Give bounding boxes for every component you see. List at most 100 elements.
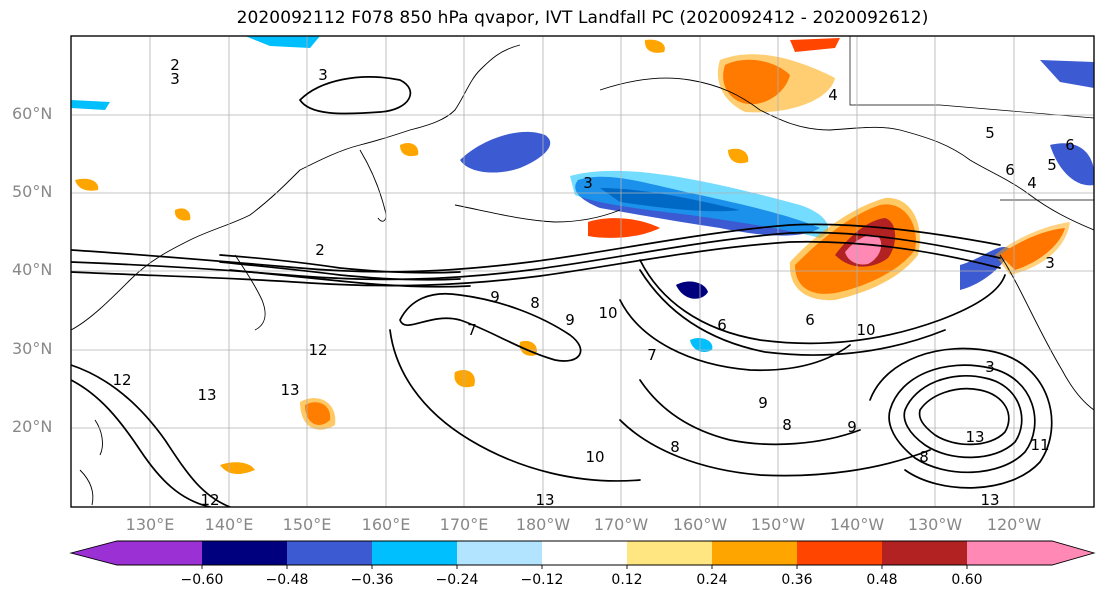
contour-label: 3: [985, 358, 995, 376]
contour-label: 9: [490, 288, 500, 306]
colorbar-tick-label: 0.48: [866, 572, 898, 588]
contour-label: 13: [980, 491, 999, 509]
patch-orange-small3: [454, 369, 475, 388]
contour-label: 7: [467, 321, 477, 339]
patch-cyan-right: [1040, 60, 1094, 88]
contour-label: 8: [782, 416, 792, 434]
colorbar-tick-label: 0.12: [611, 572, 643, 588]
contour-label: 8: [670, 438, 680, 456]
coast-kamchatka: [359, 149, 387, 222]
contour-label: 7: [647, 346, 657, 364]
contour-label: 9: [847, 418, 857, 436]
contour-label: 9: [565, 311, 575, 329]
patch-yellow-midleft: [300, 398, 336, 430]
contour-label: 13: [535, 491, 554, 509]
colorbar-tick-label: 0.60: [951, 572, 983, 588]
contour-label: 5: [1047, 156, 1057, 174]
coast-north-america: [999, 254, 1094, 411]
lon-label: 140°E: [204, 515, 254, 534]
colorbar-bin: [797, 541, 882, 565]
lat-label: 20°N: [12, 417, 53, 436]
contour-label: 10: [585, 448, 604, 466]
contour-label: 13: [965, 428, 984, 446]
contour-label: 6: [1005, 161, 1015, 179]
contour-label: 3: [583, 174, 593, 192]
contour-label: 8: [919, 448, 929, 466]
contour-label: 3: [170, 70, 180, 88]
lon-label: 130°W: [907, 515, 963, 534]
colorbar-bin: [202, 541, 287, 565]
patch-pink-big: [845, 234, 882, 265]
contour-label: 2: [315, 241, 325, 259]
contour-label: 12: [308, 341, 327, 359]
contour-label: 8: [530, 294, 540, 312]
contour-label: 13: [280, 381, 299, 399]
contour-label: 6: [717, 316, 727, 334]
ivt-contours: [71, 76, 1053, 507]
coast-alaska: [599, 77, 1094, 231]
patch-orange-topright: [790, 38, 840, 52]
lon-label: 130°E: [125, 515, 175, 534]
colorbar-tick-label: 0.24: [696, 572, 728, 588]
colorbar-bin: [627, 541, 712, 565]
contour-label: 10: [856, 321, 875, 339]
patch-blue-right: [1050, 143, 1094, 186]
colorbar-bin: [457, 541, 542, 565]
contour-label: 4: [828, 86, 838, 104]
contour-label: 6: [1065, 136, 1075, 154]
patch-orange-left: [75, 178, 99, 191]
lat-label: 50°N: [12, 182, 53, 201]
colorbar-bin: [287, 541, 372, 565]
contour-label: 12: [200, 491, 219, 509]
lat-label: 40°N: [12, 260, 53, 279]
patch-blue-bering: [460, 131, 551, 173]
contour-label: 13: [197, 386, 216, 404]
contour-labels: 2 3 3 3 4 5 6 2 9 8 7 9 10 6 6 10 12 13 …: [112, 56, 1075, 509]
colorbar-tick-label: −0.24: [435, 572, 479, 588]
colorbar-tick-label: −0.12: [520, 572, 564, 588]
coast-taiwan: [94, 419, 103, 456]
contour-label: 10: [598, 304, 617, 322]
lat-label: 30°N: [12, 339, 53, 358]
map-frame: [70, 35, 1095, 508]
coast-japan: [234, 254, 266, 331]
patch-lightblue-gulf: [570, 170, 829, 238]
lon-label: 180°W: [515, 515, 571, 534]
patch-orange-small1: [400, 143, 419, 157]
patch-cyan-left: [71, 100, 110, 110]
coast-aleutians: [454, 204, 621, 223]
patch-orange-small6: [728, 148, 749, 164]
political-boundaries: [849, 36, 1094, 201]
colorbar-bin: [967, 541, 1052, 565]
coast-philippines: [79, 469, 94, 506]
colorbar-extend-high: [1052, 541, 1094, 565]
positive-anomaly-patches: [75, 38, 1070, 475]
contour-label: 12: [112, 371, 131, 389]
lon-label: 150°E: [282, 515, 332, 534]
colorbar-bin: [882, 541, 967, 565]
lon-label: 150°W: [750, 515, 806, 534]
lon-label: 140°W: [829, 515, 885, 534]
lon-label: 170°W: [593, 515, 649, 534]
lon-label: 170°E: [439, 515, 489, 534]
colorbar-tick-marks: [201, 565, 968, 569]
lat-label: 60°N: [12, 104, 53, 123]
colorbar-bin: [372, 541, 457, 565]
colorbar-tick-label: 0.36: [781, 572, 813, 588]
coast-asia: [71, 44, 521, 331]
colorbar-tick-label: −0.48: [265, 572, 309, 588]
colorbar-bin: [712, 541, 797, 565]
colorbar: [69, 540, 1096, 569]
contour-label: 2: [170, 56, 180, 74]
lon-label: 120°W: [986, 515, 1042, 534]
patch-cyan-mid: [690, 338, 713, 352]
colorbar-bin: [542, 541, 627, 565]
patch-cyan-topleft: [245, 36, 320, 48]
contour-label: 3: [1045, 254, 1055, 272]
lon-label: 160°W: [672, 515, 728, 534]
colorbar-extend-low: [71, 541, 117, 565]
patch-orange-gulf: [588, 218, 660, 238]
colorbar-outline: [69, 540, 1096, 566]
contour-label: 11: [1030, 436, 1049, 454]
